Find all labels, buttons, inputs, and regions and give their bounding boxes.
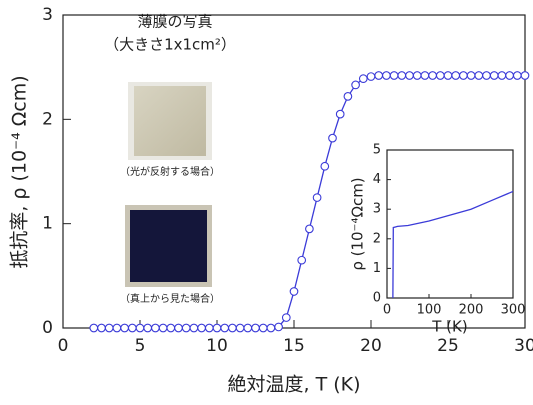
data-point xyxy=(344,93,352,101)
data-point xyxy=(267,324,275,332)
data-point xyxy=(152,324,160,332)
data-point xyxy=(129,324,137,332)
y-tick-label: 1 xyxy=(42,214,53,234)
data-point xyxy=(252,324,260,332)
y-tick-label: 3 xyxy=(373,202,381,217)
data-point xyxy=(514,72,522,80)
data-point xyxy=(283,314,291,322)
data-point xyxy=(275,323,283,331)
annotation: （大きさ1x1cm²） xyxy=(104,36,236,54)
x-tick-label: 0 xyxy=(383,303,391,318)
data-point xyxy=(506,72,514,80)
data-point xyxy=(136,324,144,332)
data-point xyxy=(182,324,190,332)
x-tick-label: 25 xyxy=(437,336,459,356)
x-tick-label: 300 xyxy=(501,303,526,318)
data-point xyxy=(483,72,491,80)
data-point xyxy=(105,324,113,332)
data-point xyxy=(236,324,244,332)
data-point xyxy=(475,72,483,80)
data-point xyxy=(383,72,391,80)
data-point xyxy=(298,256,306,264)
data-point xyxy=(313,194,321,202)
data-point xyxy=(321,162,329,170)
data-point xyxy=(367,73,375,81)
x-tick-label: 20 xyxy=(360,336,382,356)
x-tick-label: 15 xyxy=(283,336,305,356)
data-point xyxy=(121,324,129,332)
data-point xyxy=(421,72,429,80)
y-tick-label: 0 xyxy=(42,318,53,338)
data-point xyxy=(437,72,445,80)
data-point xyxy=(398,72,406,80)
x-axis-title: 絶対温度, T (K) xyxy=(227,374,360,396)
y-tick-label: 2 xyxy=(373,231,381,246)
data-point xyxy=(375,72,383,80)
data-point xyxy=(498,72,506,80)
data-point xyxy=(490,72,498,80)
x-tick-label: 100 xyxy=(417,303,442,318)
y-tick-label: 4 xyxy=(373,172,381,187)
data-point xyxy=(329,134,337,142)
x-axis-title: T (K) xyxy=(431,318,467,336)
data-point xyxy=(90,324,98,332)
photo-reflect xyxy=(134,86,206,156)
data-point xyxy=(198,324,206,332)
data-point xyxy=(190,324,198,332)
chart: 薄膜の写真 （大きさ1x1cm²） （光が反射する場合） （真上から見た場合） … xyxy=(0,0,533,405)
annotation: （真上から見た場合） xyxy=(120,292,220,305)
x-tick-label: 5 xyxy=(135,336,146,356)
photo-top xyxy=(130,210,207,282)
x-tick-label: 0 xyxy=(58,336,69,356)
page: {"chart_data": [ {"type": "line", "marke… xyxy=(0,0,533,405)
data-point xyxy=(452,72,460,80)
x-tick-label: 30 xyxy=(514,336,533,356)
data-point xyxy=(167,324,175,332)
y-tick-label: 2 xyxy=(42,109,53,129)
data-point xyxy=(175,324,183,332)
y-tick-label: 3 xyxy=(42,5,53,25)
x-tick-label: 200 xyxy=(459,303,484,318)
data-point xyxy=(306,225,314,233)
data-point xyxy=(221,324,229,332)
y-tick-label: 1 xyxy=(373,261,381,276)
data-point xyxy=(113,324,121,332)
data-point xyxy=(144,324,152,332)
y-axis-title: 抵抗率, ρ (10⁻⁴ Ωcm) xyxy=(9,75,31,268)
data-point xyxy=(336,110,344,118)
y-tick-label: 5 xyxy=(373,143,381,158)
data-point xyxy=(213,324,221,332)
data-point xyxy=(229,324,237,332)
data-point xyxy=(259,324,267,332)
y-tick-label: 0 xyxy=(373,291,381,306)
data-point xyxy=(467,72,475,80)
inset-bg xyxy=(387,150,513,298)
data-point xyxy=(460,72,468,80)
x-tick-label: 10 xyxy=(206,336,228,356)
data-point xyxy=(290,288,298,296)
data-point xyxy=(429,72,437,80)
data-point xyxy=(521,72,529,80)
data-point xyxy=(98,324,106,332)
data-point xyxy=(360,75,368,83)
data-point xyxy=(444,72,452,80)
data-point xyxy=(413,72,421,80)
data-point xyxy=(406,72,414,80)
data-point xyxy=(352,81,360,89)
y-axis-title: ρ (10⁻⁴Ωcm) xyxy=(349,177,367,270)
annotation: （光が反射する場合） xyxy=(120,165,220,178)
data-point xyxy=(244,324,252,332)
data-point xyxy=(206,324,214,332)
data-point xyxy=(159,324,167,332)
data-point xyxy=(390,72,398,80)
